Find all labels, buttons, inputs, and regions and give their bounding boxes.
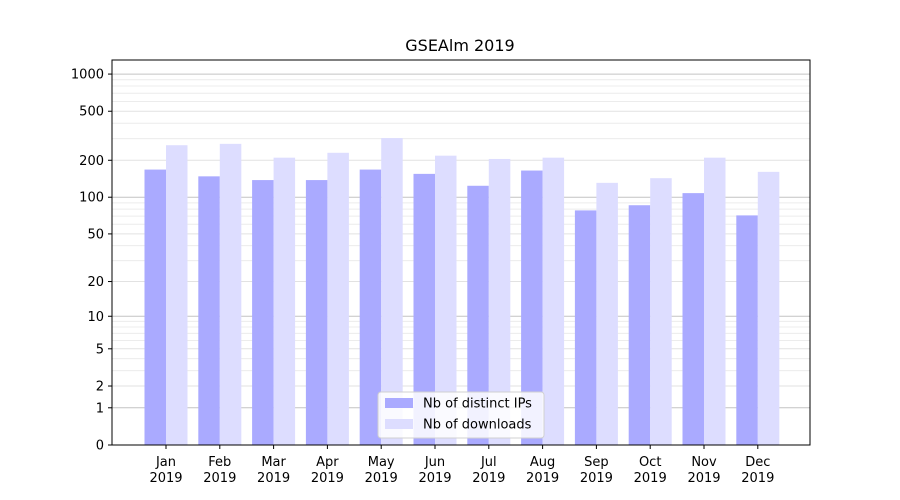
y-axis: 0 1 2 5 10 20 50 100 200 500 1000 xyxy=(71,68,112,454)
bar-distinct-ips xyxy=(252,180,274,445)
y-tick-label: 200 xyxy=(79,154,104,169)
bar-distinct-ips xyxy=(305,180,328,445)
y-tick-label: 0 xyxy=(96,439,104,454)
bar-distinct-ips xyxy=(359,169,382,445)
x-tick-label: May 2019 xyxy=(365,455,398,486)
y-tick-label: 1 xyxy=(96,401,104,416)
y-tick-label: 1000 xyxy=(71,68,104,83)
legend-box xyxy=(377,391,545,439)
bar-downloads xyxy=(757,171,780,445)
bar-downloads xyxy=(219,143,242,446)
y-tick-label: 20 xyxy=(87,275,104,290)
x-tick-label: Aug 2019 xyxy=(526,455,559,486)
x-tick-label: Feb 2019 xyxy=(203,455,236,486)
bar-downloads xyxy=(273,157,296,445)
chart-title: GSEAlm 2019 xyxy=(405,36,514,55)
y-tick-label: 2 xyxy=(96,380,104,395)
y-tick-label: 5 xyxy=(96,342,104,357)
bar-distinct-ips xyxy=(144,169,166,445)
bars xyxy=(144,138,780,446)
x-tick-label: Dec 2019 xyxy=(741,455,774,486)
bar-downloads xyxy=(166,145,188,445)
bar-downloads xyxy=(596,182,618,445)
bar-distinct-ips xyxy=(574,210,597,445)
bar-distinct-ips xyxy=(198,176,220,445)
bar-downloads xyxy=(381,138,403,446)
y-tick-label: 50 xyxy=(87,227,104,242)
y-tick-label: 500 xyxy=(79,105,104,120)
x-tick-label: Mar 2019 xyxy=(257,455,290,486)
bar-downloads xyxy=(542,157,565,445)
legend: Nb of distinct IPs Nb of downloads xyxy=(377,391,545,439)
x-tick-label: Apr 2019 xyxy=(311,455,344,486)
x-tick-label: Jun 2019 xyxy=(418,455,451,486)
legend-swatch xyxy=(385,419,413,429)
bar-downloads xyxy=(704,157,726,445)
x-tick-label: Oct 2019 xyxy=(634,455,667,486)
bar-distinct-ips xyxy=(682,193,704,445)
legend-label: Nb of downloads xyxy=(423,418,532,433)
bar-distinct-ips xyxy=(736,215,758,445)
plot-frame xyxy=(111,59,811,446)
x-tick-label: Nov 2019 xyxy=(687,455,720,486)
y-tick-label: 10 xyxy=(87,310,104,325)
bar-downloads xyxy=(327,152,349,445)
bar-distinct-ips xyxy=(413,173,435,445)
bar-distinct-ips xyxy=(521,170,543,445)
x-tick-label: Sep 2019 xyxy=(580,455,613,486)
x-tick-label: Jul 2019 xyxy=(472,455,505,486)
bar-distinct-ips xyxy=(467,185,489,445)
bar-downloads xyxy=(435,155,457,446)
x-tick-label: Jan 2019 xyxy=(149,455,182,486)
bar-downloads xyxy=(488,158,511,445)
legend-swatch xyxy=(385,398,413,408)
x-axis: Jan 2019 Feb 2019 Mar 2019 Apr 2019 May 2019 Jun 20… xyxy=(149,445,774,486)
bar-downloads xyxy=(650,178,672,445)
legend-label: Nb of distinct IPs xyxy=(423,397,532,412)
y-tick-label: 100 xyxy=(79,191,104,206)
bar-distinct-ips xyxy=(628,205,651,445)
